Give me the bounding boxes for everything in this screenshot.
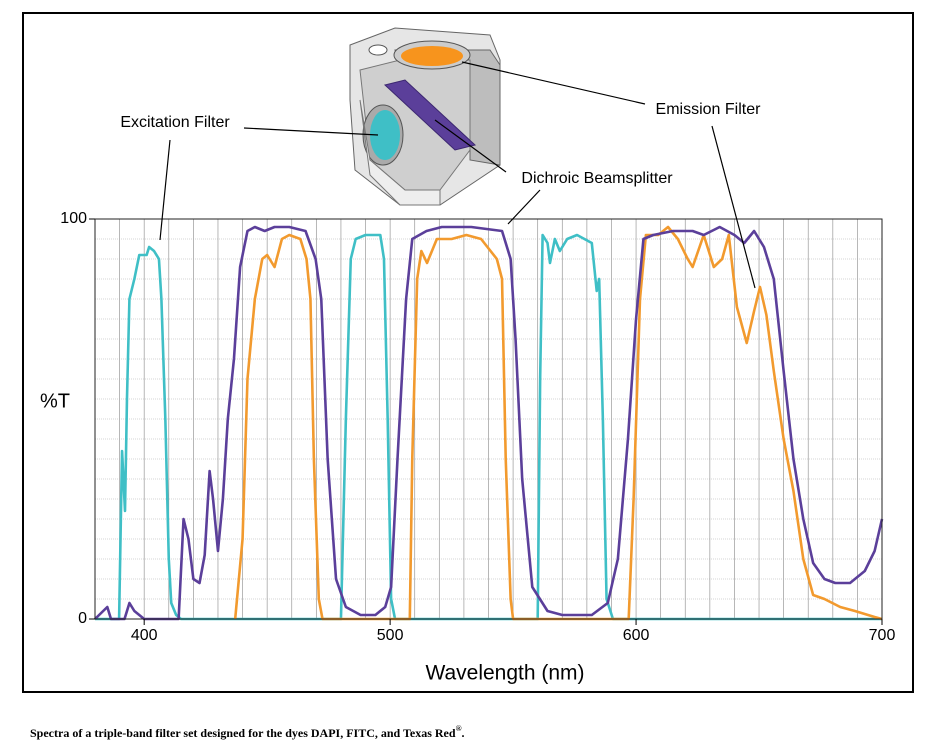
leader-lines <box>159 61 756 289</box>
x-axis-label: Wavelength (nm) <box>425 662 584 685</box>
x-tick-label: 700 <box>869 627 896 644</box>
caption-end: . <box>462 726 465 740</box>
plot-border <box>94 218 883 620</box>
x-tick-label: 600 <box>623 627 650 644</box>
spectrum-line <box>95 233 882 621</box>
filter-cube-illustration <box>349 27 501 206</box>
spectrum-line <box>94 225 884 621</box>
x-tick-label: 500 <box>377 627 404 644</box>
annotation: Excitation Filter <box>120 114 230 131</box>
caption-mark: ® <box>456 724 462 733</box>
grid <box>95 219 882 619</box>
x-tick-label: 400 <box>131 627 158 644</box>
caption: Spectra of a triple-band filter set desi… <box>30 724 465 740</box>
annotation: Emission Filter <box>656 101 762 118</box>
caption-text: Spectra of a triple-band filter set desi… <box>30 726 456 740</box>
y-tick-label: 0 <box>78 610 87 627</box>
y-tick-label: 100 <box>60 210 87 227</box>
ticks: 400 500 600 700 0 100 <box>60 210 895 644</box>
y-axis-label: %T <box>40 390 70 412</box>
annotation: Dichroic Beamsplitter <box>521 170 673 187</box>
